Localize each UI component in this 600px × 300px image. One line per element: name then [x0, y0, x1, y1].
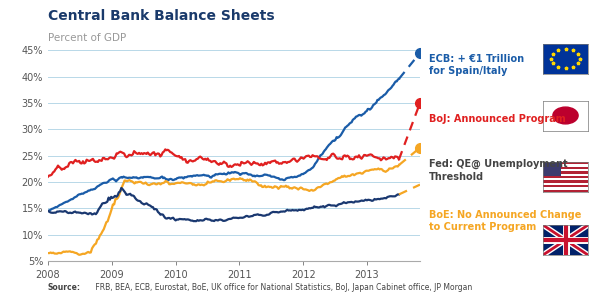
Bar — [543, 173, 588, 176]
Bar — [543, 162, 561, 176]
Bar — [543, 176, 588, 178]
Bar — [543, 171, 588, 173]
Bar — [543, 183, 588, 185]
Text: FRB, BEA, ECB, Eurostat, BoE, UK office for National Statistics, BoJ, Japan Cabi: FRB, BEA, ECB, Eurostat, BoE, UK office … — [93, 284, 472, 292]
Bar — [543, 188, 588, 190]
Bar — [543, 169, 588, 171]
Bar — [543, 185, 588, 188]
Text: Percent of GDP: Percent of GDP — [48, 33, 126, 43]
Text: Central Bank Balance Sheets: Central Bank Balance Sheets — [48, 9, 275, 23]
Text: Source:: Source: — [48, 284, 81, 292]
Text: BoE: No Announced Change
to Current Program: BoE: No Announced Change to Current Prog… — [429, 210, 581, 233]
Bar — [543, 164, 588, 166]
Text: BoJ: Announced Program: BoJ: Announced Program — [429, 114, 566, 124]
Bar — [543, 162, 588, 164]
Bar — [543, 167, 588, 169]
Text: ECB: + €1 Trillion
for Spain/Italy: ECB: + €1 Trillion for Spain/Italy — [429, 54, 524, 76]
Bar — [543, 190, 588, 192]
Text: Fed: QE@ Unemployment
Threshold: Fed: QE@ Unemployment Threshold — [429, 159, 568, 182]
Bar — [543, 181, 588, 183]
Bar — [543, 178, 588, 181]
Circle shape — [553, 107, 578, 124]
